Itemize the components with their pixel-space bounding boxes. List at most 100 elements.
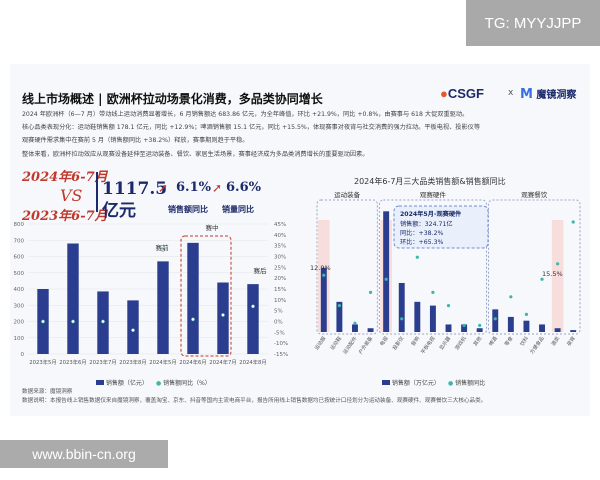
y2-tick-label: 10%	[274, 298, 286, 304]
bar	[336, 301, 343, 332]
growth-point	[431, 290, 435, 294]
group-label: 观赛餐饮	[521, 190, 548, 199]
x-tick-label: 2024年7月	[209, 358, 236, 366]
group-box	[378, 199, 487, 335]
y2-tick-label: 40%	[274, 233, 286, 239]
x-tick-label: 运动鞋	[329, 335, 343, 351]
bar	[414, 301, 421, 332]
group-box	[487, 199, 581, 335]
highlight-band	[551, 220, 564, 332]
y2-tick-label: -15%	[274, 352, 288, 358]
y-tick-label: 200	[14, 320, 25, 326]
bar	[187, 242, 199, 354]
y2-tick-label: 15%	[274, 287, 286, 293]
bar	[398, 282, 405, 332]
annotation-post-event: 赛后	[254, 266, 268, 275]
bar	[127, 300, 139, 354]
tooltip-box: 2024年5月-观赛硬件 销售额：324.71亿 同比：+38.2% 环比：+6…	[393, 205, 489, 249]
y2-tick-label: 5%	[274, 309, 283, 315]
growth-point	[493, 317, 497, 321]
growth-point	[462, 323, 466, 327]
growth-point	[337, 304, 341, 308]
bar	[247, 284, 259, 354]
x-tick-label: 投影仪	[391, 335, 405, 351]
total-amount: 1117.5 亿元	[102, 179, 168, 221]
y2-tick-label: 25%	[274, 265, 286, 271]
group-label: 观赛硬件	[420, 190, 447, 199]
x-tick-label: 平板电视	[419, 335, 436, 355]
y-tick-label: 700	[14, 238, 25, 244]
tooltip-title: 2024年5月-观赛硬件	[400, 210, 462, 218]
sales-growth-label: 销售额同比	[168, 205, 208, 214]
bar	[320, 267, 327, 332]
tooltip-line: 环比：+65.3%	[400, 238, 444, 246]
y-tick-label: 100	[14, 336, 25, 342]
y-tick-label: 0	[21, 352, 25, 358]
paragraph-3: 观赛硬件需求集中在赛前 5 月（销售额同比 +38.2%）释放，赛事期则趋于平稳…	[22, 137, 249, 144]
bar	[157, 261, 169, 354]
annotation-pre-event: 赛前	[156, 243, 170, 252]
amount-bracket	[96, 172, 102, 212]
date-2023: 2023年6-7月	[22, 209, 108, 224]
growth-point	[251, 304, 255, 309]
date-2024: 2024年6-7月	[22, 170, 108, 185]
growth-point	[556, 262, 560, 266]
x-tick-label: 运动服	[313, 335, 327, 351]
bar	[67, 243, 79, 354]
legend-dot-item: ● 销售额同比	[447, 380, 486, 387]
group-label: 运动装备	[334, 190, 361, 199]
x-tick-label: 2023年7月	[89, 358, 116, 366]
bar	[554, 328, 561, 332]
bar	[507, 316, 514, 332]
corner-tag: TG: MYYJJPP	[466, 0, 600, 46]
paragraph-2: 核心品类表现分化：运动鞋销售额 178.1 亿元，同比 +12.9%；啤酒销售额…	[22, 124, 481, 131]
x-tick-label: 运动配件	[341, 335, 358, 355]
x-tick-label: 户外装备	[357, 335, 374, 355]
arrow-up-icon: ➚	[158, 181, 169, 195]
bar	[367, 328, 374, 332]
growth-point	[353, 321, 357, 325]
growth-point	[446, 304, 451, 308]
growth-point	[322, 273, 326, 277]
legend-bar-item: 销售额（亿元）	[96, 378, 148, 387]
growth-point	[131, 328, 135, 333]
paragraph-4: 整体来看，欧洲杯拉动效应从观赛设备延伸至运动装备、餐饮、家居生活场景，赛事经济成…	[22, 151, 369, 158]
x-tick-label: 音响	[409, 335, 420, 347]
right-chart-title: 2024年6-7月三大品类销售额&销售额同比	[354, 177, 506, 186]
growth-point	[400, 317, 404, 321]
category-sales-chart: 运动装备 观赛硬件 观赛餐饮 运动服 运动鞋 运动配件 户外装备 电视 投影仪 音响 平板电视 显示…	[310, 190, 581, 356]
growth-point	[571, 220, 575, 224]
y-tick-label: 300	[14, 303, 25, 309]
x-tick-label: 饮料	[519, 335, 530, 347]
bar	[523, 320, 530, 332]
logo-separator: x	[508, 88, 514, 98]
x-tick-label: 2023年8月	[119, 358, 146, 366]
volume-growth-label: 销量同比	[222, 205, 254, 214]
growth-point	[524, 312, 529, 316]
event-highlight-box	[180, 235, 232, 357]
x-tick-label: 2024年5月	[149, 358, 176, 366]
watermark: www.bbin-cn.org	[0, 440, 168, 468]
y2-tick-label: 20%	[274, 276, 286, 282]
monthly-sales-chart: 800 700 600 500 400 300 200 100 0 45% 40% 35% 30% 25…	[14, 222, 289, 366]
x-tick-label: 零食	[503, 335, 514, 347]
bar	[217, 282, 229, 354]
group-box	[316, 199, 378, 335]
vs-label: VS	[60, 186, 83, 205]
y2-tick-label: 45%	[274, 222, 286, 228]
x-tick-label: 夜宵	[565, 335, 576, 347]
footer-source: 数据来源：魔镜洞察	[22, 389, 73, 395]
growth-point	[384, 277, 388, 281]
growth-point	[415, 255, 419, 259]
growth-point	[191, 317, 195, 322]
growth-point	[478, 323, 482, 327]
y-tick-label: 600	[14, 255, 25, 261]
paragraph-1: 2024 年欧洲杯（6—7 月）带动线上运动消费显著增长，6 月销售额达 683…	[22, 111, 469, 118]
x-tick-label: 2024年6月	[179, 358, 206, 366]
csgf-logo: ●CSGF	[440, 86, 484, 101]
growth-point	[161, 248, 165, 252]
tooltip-line: 销售额：324.71亿	[400, 220, 453, 228]
right-legend: 销售额（万亿元） ● 销售额同比	[382, 378, 485, 387]
y-tick-label: 800	[14, 222, 25, 228]
left-legend: 销售额（亿元） ● 销售额同比（%）	[96, 378, 211, 387]
